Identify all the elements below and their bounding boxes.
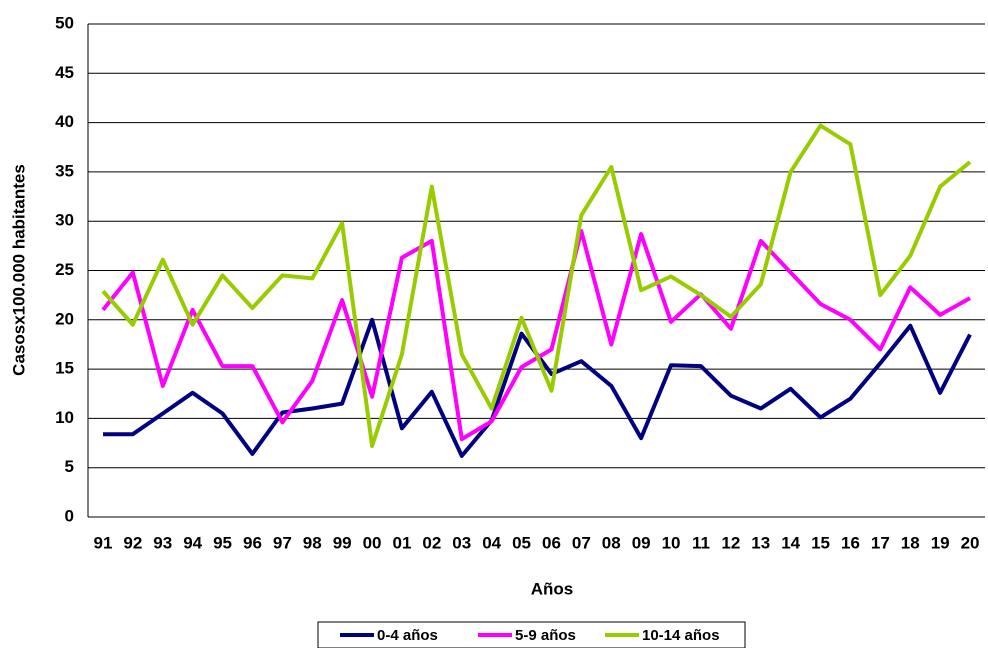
- y-tick-label: 50: [55, 13, 74, 32]
- x-tick-label: 99: [333, 533, 352, 552]
- x-tick-label: 15: [811, 533, 830, 552]
- x-tick-label: 19: [931, 533, 950, 552]
- y-tick-label: 40: [55, 112, 74, 131]
- x-tick-label: 02: [422, 533, 441, 552]
- series-line: [101, 229, 971, 442]
- x-tick-label: 17: [871, 533, 890, 552]
- x-tick-label: 09: [632, 533, 651, 552]
- y-tick-label: 10: [55, 408, 74, 427]
- y-tick-label: 15: [55, 359, 74, 378]
- x-tick-label: 16: [841, 533, 860, 552]
- y-axis-title: Casosx100.000 habitantes: [9, 164, 28, 376]
- x-tick-label: 10: [662, 533, 681, 552]
- y-tick-label: 0: [65, 506, 74, 525]
- x-tick-label: 91: [93, 533, 112, 552]
- series-line: [101, 123, 972, 448]
- x-tick-label: 14: [781, 533, 800, 552]
- x-tick-label: 13: [751, 533, 770, 552]
- x-axis-title: Años: [531, 579, 574, 598]
- x-tick-label: 05: [512, 533, 531, 552]
- x-tick-label: 97: [273, 533, 292, 552]
- y-tick-label: 30: [55, 211, 74, 230]
- legend-box: [317, 621, 746, 649]
- x-tick-label: 96: [243, 533, 262, 552]
- series-line: [103, 317, 972, 458]
- x-tick-label: 00: [363, 533, 382, 552]
- y-tick-label: 25: [55, 260, 74, 279]
- x-tick-label: 20: [961, 533, 980, 552]
- x-tick-label: 11: [692, 533, 710, 552]
- legend-label: 5-9 años: [515, 627, 576, 644]
- x-tick-label: 03: [452, 533, 471, 552]
- x-tick-label: 07: [572, 533, 591, 552]
- x-tick-label: 92: [123, 533, 142, 552]
- x-tick-label: 08: [602, 533, 621, 552]
- x-tick-label: 93: [153, 533, 172, 552]
- y-tick-label: 5: [65, 457, 74, 476]
- x-tick-label: 95: [213, 533, 232, 552]
- x-tick-label: 12: [721, 533, 740, 552]
- x-tick-label: 98: [303, 533, 322, 552]
- x-tick-label: 01: [392, 533, 411, 552]
- y-tick-label: 35: [55, 161, 74, 180]
- y-tick-label: 45: [55, 63, 74, 82]
- y-tick-label: 20: [55, 309, 74, 328]
- legend-label: 0-4 años: [377, 627, 438, 644]
- x-tick-label: 94: [183, 533, 202, 552]
- x-tick-label: 04: [482, 533, 501, 552]
- x-tick-label: 18: [901, 533, 920, 552]
- legend-label: 10-14 años: [642, 627, 720, 644]
- x-tick-label: 06: [542, 533, 561, 552]
